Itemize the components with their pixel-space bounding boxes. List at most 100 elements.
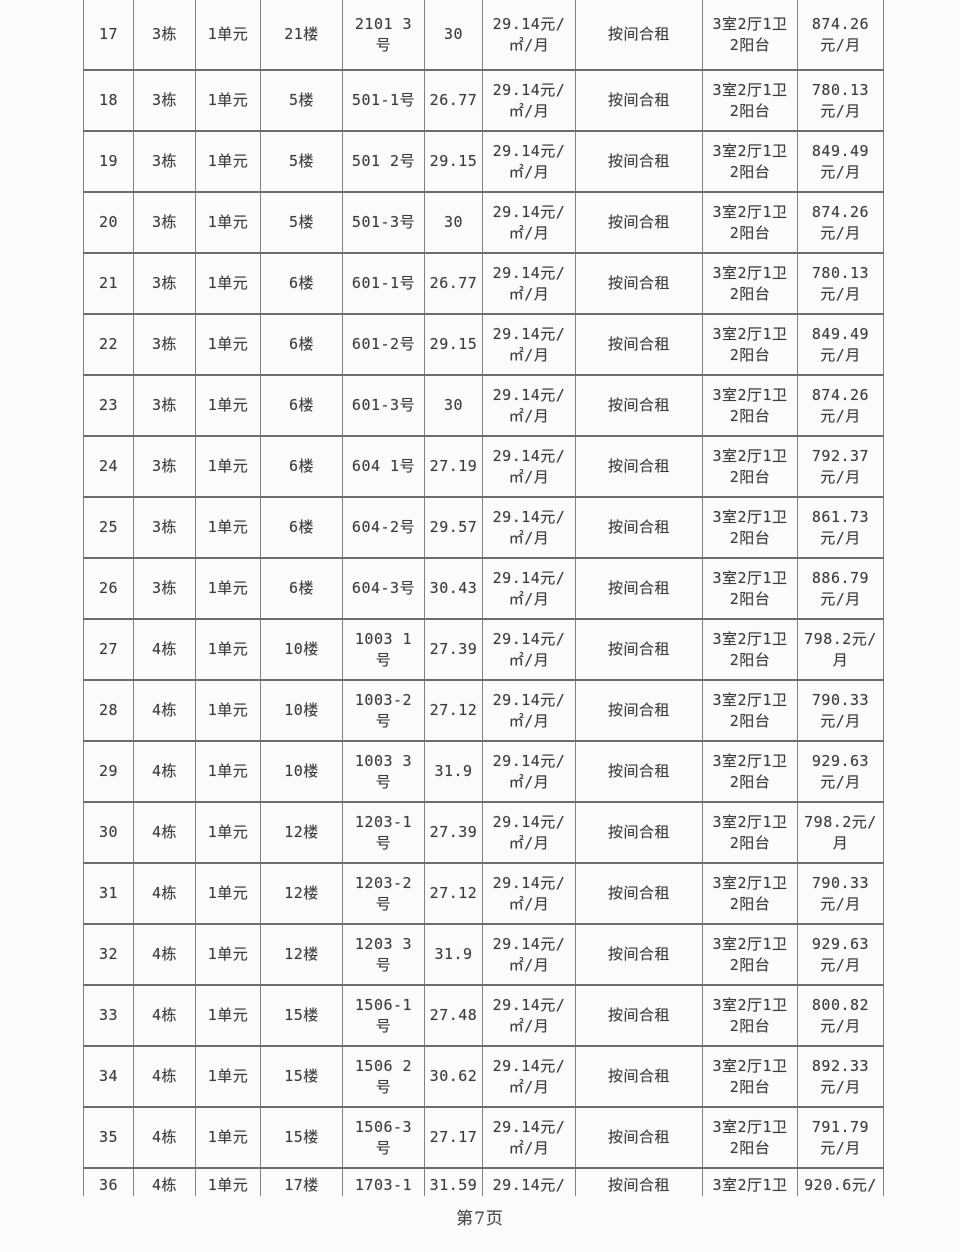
table-cell: 15楼 <box>260 985 343 1046</box>
table-row: 34 4栋 1单元 15楼 1506 2 号 30.62 29.14元/ ㎡/月 按间合租 3室… <box>83 1046 884 1107</box>
table-row: 17 3栋 1单元 21楼 2101 3 号 30 29.14元/ ㎡/月 按间合租 3室2厅1… <box>83 0 884 70</box>
table-cell: 3栋 <box>133 497 196 558</box>
table-cell: 30 <box>83 802 134 863</box>
table-cell: 1203 3 号 <box>342 924 425 985</box>
table-cell: 2101 3 号 <box>342 0 425 70</box>
table-cell: 20 <box>83 192 134 253</box>
table-cell: 按间合租 <box>575 802 703 863</box>
table-cell: 3室2厅1卫 2阳台 <box>702 375 798 436</box>
table-cell: 3室2厅1卫 2阳台 <box>702 802 798 863</box>
table-cell: 501-1号 <box>342 70 425 131</box>
table-cell: 29.14元/ ㎡/月 <box>482 314 576 375</box>
table-cell: 4栋 <box>133 802 196 863</box>
table-cell: 4栋 <box>133 680 196 741</box>
table-cell: 3室2厅1卫 2阳台 <box>702 741 798 802</box>
page-number: 第7页 <box>456 1209 504 1229</box>
table-cell: 按间合租 <box>575 619 703 680</box>
table-cell: 3室2厅1卫 2阳台 <box>702 1046 798 1107</box>
rent-table-clip: 17 3栋 1单元 21楼 2101 3 号 30 29.14元/ ㎡/月 按间合租 3室2厅1… <box>83 0 884 1196</box>
table-cell: 3室2厅1卫 2阳台 <box>702 314 798 375</box>
table-cell: 1单元 <box>195 314 261 375</box>
table-cell: 按间合租 <box>575 680 703 741</box>
table-cell: 4栋 <box>133 924 196 985</box>
table-row: 26 3栋 1单元 6楼 604-3号 30.43 29.14元/ ㎡/月 按间合租 3室2厅1… <box>83 558 884 619</box>
table-cell: 3室2厅1卫 2阳台 <box>702 985 798 1046</box>
table-cell: 3室2厅1卫 2阳台 <box>702 863 798 924</box>
table-cell: 29.14元/ ㎡/月 <box>482 497 576 558</box>
table-cell: 19 <box>83 131 134 192</box>
rent-table-body: 17 3栋 1单元 21楼 2101 3 号 30 29.14元/ ㎡/月 按间合租 3室2厅1… <box>83 0 884 1196</box>
table-row: 30 4栋 1单元 12楼 1203-1 号 27.39 29.14元/ ㎡/月 按间合租 3室… <box>83 802 884 863</box>
table-cell: 按间合租 <box>575 0 703 70</box>
table-cell: 29.14元/ ㎡/月 <box>482 863 576 924</box>
table-cell: 31.59 <box>424 1168 483 1196</box>
table-cell: 29.14元/ ㎡/月 <box>482 1107 576 1168</box>
table-cell: 3栋 <box>133 253 196 314</box>
table-cell: 29 <box>83 741 134 802</box>
table-cell: 按间合租 <box>575 253 703 314</box>
table-cell: 780.13 元/月 <box>797 253 884 314</box>
table-row: 27 4栋 1单元 10楼 1003 1 号 27.39 29.14元/ ㎡/月 按间合租 3室… <box>83 619 884 680</box>
table-row: 28 4栋 1单元 10楼 1003-2 号 27.12 29.14元/ ㎡/月 按间合租 3室… <box>83 680 884 741</box>
table-cell: 3室2厅1卫 2阳台 <box>702 1107 798 1168</box>
table-cell: 3栋 <box>133 375 196 436</box>
table-cell: 798.2元/ 月 <box>797 619 884 680</box>
table-cell: 按间合租 <box>575 314 703 375</box>
table-cell: 1单元 <box>195 1107 261 1168</box>
table-row: 19 3栋 1单元 5楼 501 2号 29.15 29.14元/ ㎡/月 按间合租 3室2厅1… <box>83 131 884 192</box>
table-cell: 3室2厅1卫 2阳台 <box>702 70 798 131</box>
table-cell: 按间合租 <box>575 70 703 131</box>
table-cell: 29.14元/ ㎡/月 <box>482 253 576 314</box>
table-cell: 780.13 元/月 <box>797 70 884 131</box>
table-cell: 601-1号 <box>342 253 425 314</box>
table-cell: 27.19 <box>424 436 483 497</box>
table-cell: 29.14元/ ㎡/月 <box>482 741 576 802</box>
table-cell: 6楼 <box>260 436 343 497</box>
table-cell: 929.63 元/月 <box>797 924 884 985</box>
table-cell: 15楼 <box>260 1107 343 1168</box>
table-cell: 3室2厅1卫 2阳台 <box>702 0 798 70</box>
table-cell: 31 <box>83 863 134 924</box>
table-cell: 1506-1 号 <box>342 985 425 1046</box>
table-cell: 21楼 <box>260 0 343 70</box>
table-cell: 1单元 <box>195 1046 261 1107</box>
table-row: 35 4栋 1单元 15楼 1506-3 号 27.17 29.14元/ ㎡/月 按间合租 3室… <box>83 1107 884 1168</box>
table-cell: 3栋 <box>133 436 196 497</box>
table-cell: 10楼 <box>260 741 343 802</box>
table-cell: 3室2厅1卫 2阳台 <box>702 558 798 619</box>
table-cell: 4栋 <box>133 741 196 802</box>
table-cell: 4栋 <box>133 1168 196 1196</box>
table-cell: 874.26 元/月 <box>797 192 884 253</box>
table-cell: 1单元 <box>195 802 261 863</box>
table-cell: 3室2厅1卫 2阳台 <box>702 131 798 192</box>
table-cell: 35 <box>83 1107 134 1168</box>
table-cell: 按间合租 <box>575 1046 703 1107</box>
table-cell: 29.15 <box>424 131 483 192</box>
table-cell: 1单元 <box>195 70 261 131</box>
table-cell: 1单元 <box>195 497 261 558</box>
table-cell: 28 <box>83 680 134 741</box>
table-row: 31 4栋 1单元 12楼 1203-2 号 27.12 29.14元/ ㎡/月 按间合租 3室… <box>83 863 884 924</box>
table-row: 24 3栋 1单元 6楼 604 1号 27.19 29.14元/ ㎡/月 按间合租 3室2厅1… <box>83 436 884 497</box>
table-cell: 按间合租 <box>575 375 703 436</box>
table-cell: 601-2号 <box>342 314 425 375</box>
table-cell: 790.33 元/月 <box>797 863 884 924</box>
table-cell: 3室2厅1卫 2阳台 <box>702 497 798 558</box>
table-cell: 12楼 <box>260 863 343 924</box>
table-cell: 24 <box>83 436 134 497</box>
table-cell: 29.14元/ ㎡/月 <box>482 802 576 863</box>
table-cell: 31.9 <box>424 741 483 802</box>
table-cell: 4栋 <box>133 985 196 1046</box>
table-row: 20 3栋 1单元 5楼 501-3号 30 29.14元/ ㎡/月 按间合租 3室2厅1卫 2… <box>83 192 884 253</box>
table-cell: 36 <box>83 1168 134 1196</box>
table-cell: 929.63 元/月 <box>797 741 884 802</box>
table-cell: 按间合租 <box>575 192 703 253</box>
table-cell: 按间合租 <box>575 436 703 497</box>
table-cell: 29.57 <box>424 497 483 558</box>
table-cell: 604 1号 <box>342 436 425 497</box>
table-cell: 按间合租 <box>575 1168 703 1196</box>
table-cell: 29.14元/ ㎡/月 <box>482 680 576 741</box>
table-cell: 798.2元/ 月 <box>797 802 884 863</box>
table-cell: 21 <box>83 253 134 314</box>
table-cell: 26.77 <box>424 70 483 131</box>
